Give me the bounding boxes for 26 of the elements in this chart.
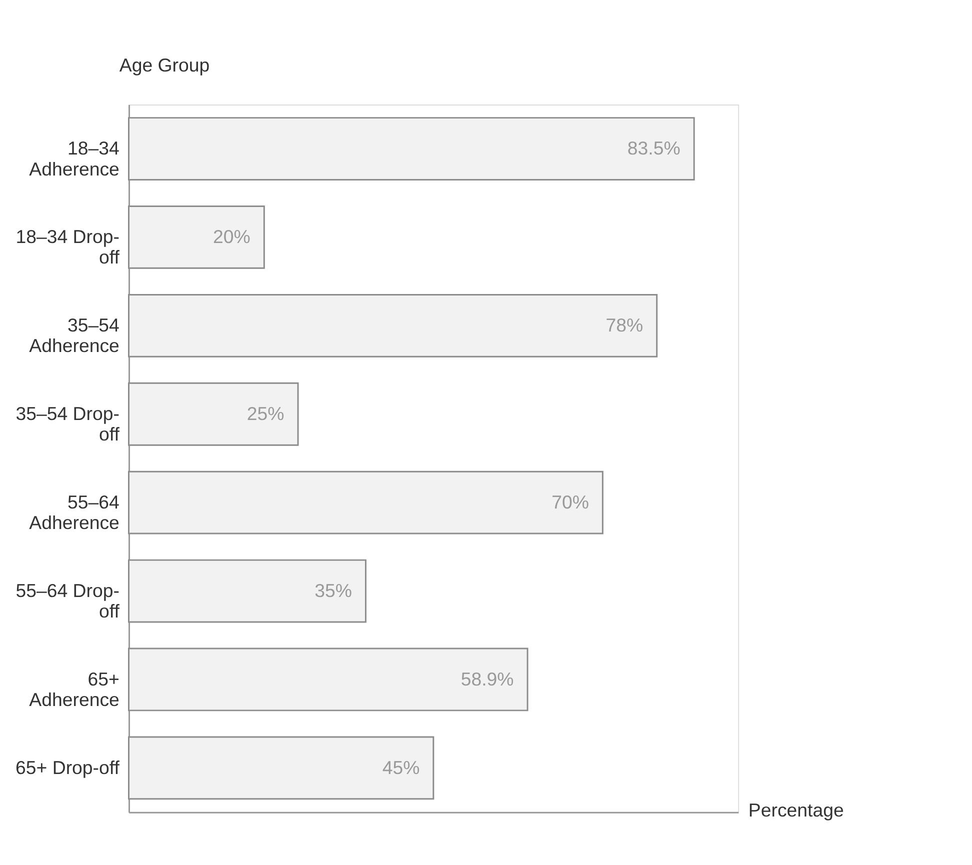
data-label: 45% [382,756,420,778]
y-tick-label: 65+ Adherence [29,668,120,710]
bar [128,559,366,623]
y-tick-label: 35–54 Adherence [29,314,120,356]
data-label: 70% [552,491,589,512]
y-axis-title: Age Group [119,54,210,76]
bar [128,117,695,180]
x-axis-title: Percentage [748,800,844,821]
data-label: 83.5% [627,138,680,159]
y-tick-label: 35–54 Drop-off [16,403,120,445]
data-label: 58.9% [460,668,514,690]
y-tick-label: 55–64 Drop-off [16,580,120,622]
data-label: 78% [606,314,644,336]
y-tick-label: 18–34 Adherence [29,138,120,180]
bar [128,736,434,800]
bar [128,470,604,534]
data-label: 25% [246,403,284,424]
bar [128,206,265,269]
bar [128,382,299,446]
y-tick-label: 55–64 Adherence [29,491,120,534]
bar [128,648,528,712]
data-label: 35% [314,580,352,601]
bar [128,294,658,358]
y-tick-label: 65+ Drop-off [16,756,120,778]
data-label: 20% [213,226,250,248]
y-tick-label: 18–34 Drop-off [16,226,120,268]
